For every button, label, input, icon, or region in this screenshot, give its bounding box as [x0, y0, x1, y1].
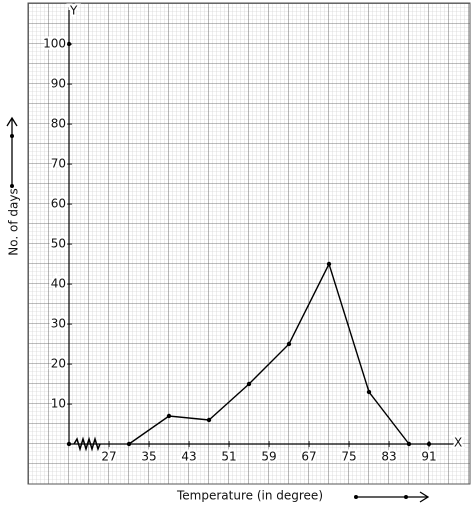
origin-dot	[66, 441, 72, 447]
x-axis-name: X	[454, 436, 462, 450]
x-tick-label: 67	[301, 450, 316, 464]
arrow-dot	[404, 495, 408, 499]
y-tick-label: 90	[51, 77, 66, 91]
y-tick-label: 100	[43, 37, 66, 51]
y-tick-label: 70	[51, 157, 66, 171]
x-tick-label: 83	[381, 450, 396, 464]
y-tick-label: 40	[51, 277, 66, 291]
arrow-dot	[10, 184, 14, 188]
point	[206, 417, 212, 423]
graph-paper	[27, 2, 471, 485]
x-tick-label: 91	[421, 450, 436, 464]
x-axis-label: Temperature (in degree)	[176, 489, 323, 503]
point	[366, 389, 372, 395]
x-tick-label: 43	[181, 450, 196, 464]
y-tick-label: 60	[51, 197, 66, 211]
x-tick-label: 27	[101, 450, 116, 464]
point	[406, 441, 412, 447]
arrow-dot	[354, 495, 358, 499]
arrow-decoration	[6, 116, 430, 503]
y-tick-label: 10	[51, 397, 66, 411]
point	[166, 413, 172, 419]
y-tick-label: 30	[51, 317, 66, 331]
x-tick-label: 51	[221, 450, 236, 464]
y-tick-label: 20	[51, 357, 66, 371]
y-tick-label: 50	[51, 237, 66, 251]
point	[286, 341, 292, 347]
point	[326, 261, 332, 267]
x-tick-label: 59	[261, 450, 276, 464]
axes	[68, 10, 455, 452]
y-axis-name: Y	[69, 4, 78, 18]
y-axis-label: No. of days	[7, 188, 21, 255]
arrow-dot	[10, 134, 14, 138]
y-tick-label: 80	[51, 117, 66, 131]
point	[246, 381, 252, 387]
x-tick-label: 35	[141, 450, 156, 464]
point	[126, 441, 132, 447]
line	[128, 262, 410, 445]
x-tick-label: 75	[341, 450, 356, 464]
